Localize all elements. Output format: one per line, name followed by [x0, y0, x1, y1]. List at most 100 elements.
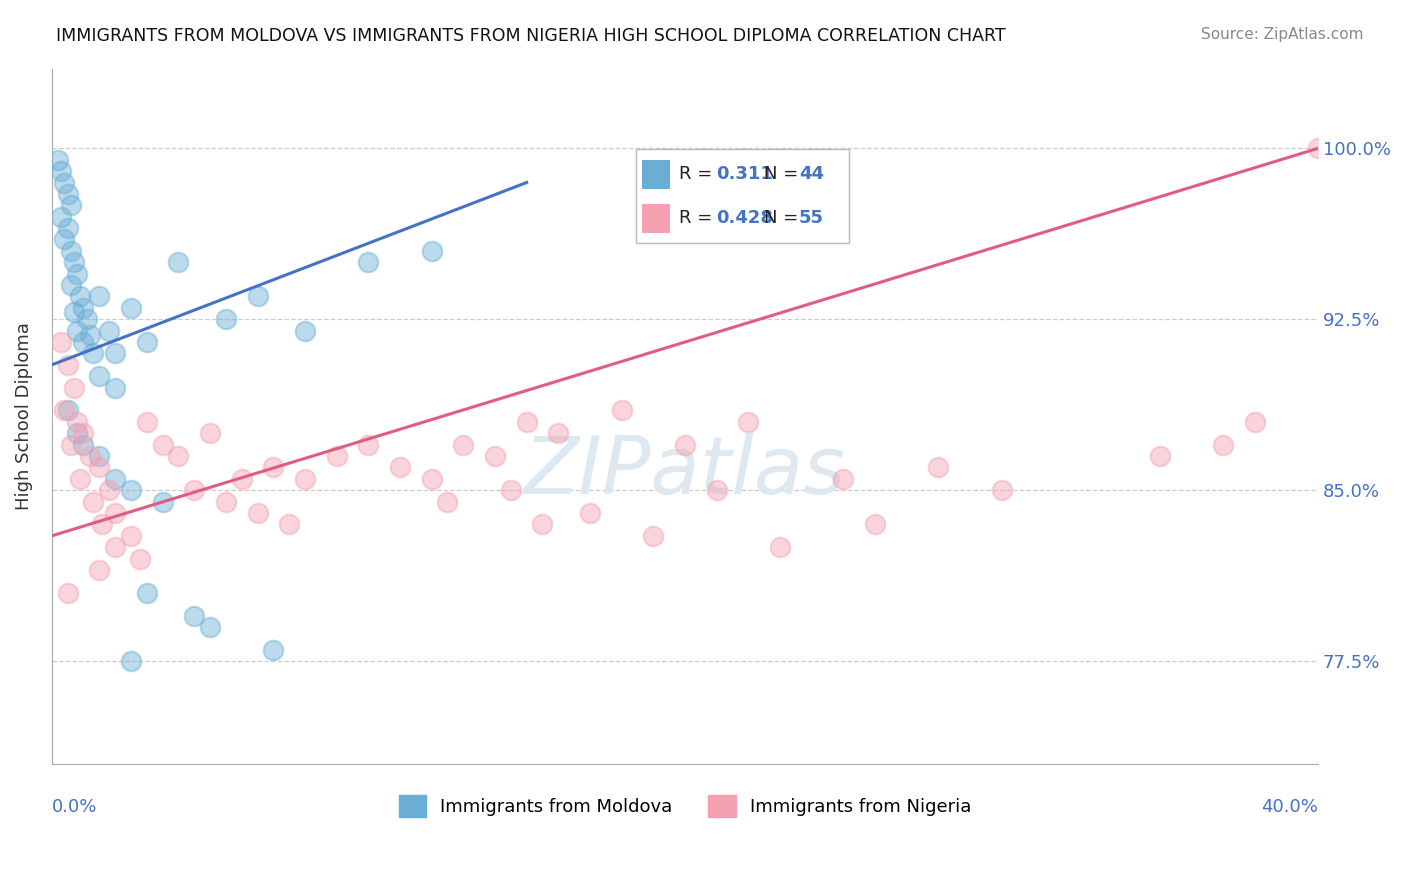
- Point: [706, 483, 728, 498]
- Point: [82, 346, 104, 360]
- Point: [72, 438, 94, 452]
- Point: [246, 289, 269, 303]
- Point: [89, 563, 111, 577]
- Point: [927, 460, 949, 475]
- Point: [436, 494, 458, 508]
- Point: [120, 483, 142, 498]
- Point: [294, 324, 316, 338]
- Text: 0.311: 0.311: [716, 165, 773, 183]
- Point: [66, 267, 89, 281]
- Point: [104, 346, 127, 360]
- Point: [832, 472, 855, 486]
- Point: [262, 643, 284, 657]
- Point: [183, 483, 205, 498]
- FancyBboxPatch shape: [636, 149, 849, 244]
- Point: [79, 449, 101, 463]
- Point: [547, 426, 569, 441]
- Point: [79, 328, 101, 343]
- Point: [135, 335, 157, 350]
- Text: 40.0%: 40.0%: [1261, 798, 1319, 816]
- Point: [53, 176, 76, 190]
- Point: [453, 438, 475, 452]
- Text: 55: 55: [799, 210, 824, 227]
- Point: [120, 529, 142, 543]
- Text: R =: R =: [679, 165, 718, 183]
- Point: [89, 369, 111, 384]
- Text: 0.428: 0.428: [716, 210, 773, 227]
- Point: [769, 541, 792, 555]
- Point: [53, 232, 76, 246]
- Point: [72, 301, 94, 315]
- Point: [198, 426, 221, 441]
- Point: [51, 210, 73, 224]
- Point: [357, 438, 380, 452]
- Point: [69, 472, 91, 486]
- Point: [262, 460, 284, 475]
- Point: [59, 244, 82, 258]
- Point: [294, 472, 316, 486]
- FancyBboxPatch shape: [643, 204, 671, 233]
- Point: [59, 278, 82, 293]
- Point: [51, 164, 73, 178]
- Point: [167, 255, 190, 269]
- Point: [63, 255, 86, 269]
- Point: [91, 517, 114, 532]
- Point: [56, 403, 79, 417]
- Point: [120, 301, 142, 315]
- Point: [66, 426, 89, 441]
- Point: [53, 403, 76, 417]
- Point: [278, 517, 301, 532]
- Point: [63, 381, 86, 395]
- Point: [246, 506, 269, 520]
- Point: [104, 506, 127, 520]
- Text: N =: N =: [765, 210, 804, 227]
- Text: ZIPatlas: ZIPatlas: [524, 433, 846, 511]
- Point: [51, 335, 73, 350]
- Point: [1243, 415, 1265, 429]
- Point: [990, 483, 1012, 498]
- Point: [76, 312, 98, 326]
- Point: [484, 449, 506, 463]
- Point: [59, 198, 82, 212]
- Point: [152, 438, 174, 452]
- Point: [56, 186, 79, 201]
- Point: [1308, 141, 1330, 155]
- Point: [120, 654, 142, 668]
- Point: [325, 449, 347, 463]
- Point: [420, 472, 443, 486]
- Point: [69, 289, 91, 303]
- Point: [737, 415, 759, 429]
- Point: [56, 586, 79, 600]
- Point: [66, 415, 89, 429]
- Point: [215, 312, 238, 326]
- Point: [643, 529, 665, 543]
- Point: [89, 289, 111, 303]
- Text: N =: N =: [765, 165, 804, 183]
- Point: [863, 517, 886, 532]
- Point: [610, 403, 633, 417]
- Point: [215, 494, 238, 508]
- Point: [357, 255, 380, 269]
- Point: [499, 483, 522, 498]
- Point: [516, 415, 538, 429]
- Y-axis label: High School Diploma: High School Diploma: [15, 322, 32, 510]
- Point: [82, 494, 104, 508]
- Point: [198, 620, 221, 634]
- Point: [129, 551, 152, 566]
- Point: [104, 472, 127, 486]
- Point: [420, 244, 443, 258]
- Point: [104, 541, 127, 555]
- Point: [56, 358, 79, 372]
- Point: [72, 335, 94, 350]
- Text: 0.0%: 0.0%: [52, 798, 97, 816]
- FancyBboxPatch shape: [643, 160, 671, 188]
- Point: [46, 153, 69, 167]
- Point: [135, 586, 157, 600]
- Point: [66, 324, 89, 338]
- Point: [183, 608, 205, 623]
- Point: [231, 472, 253, 486]
- Point: [1149, 449, 1171, 463]
- Point: [135, 415, 157, 429]
- Point: [97, 483, 120, 498]
- Text: IMMIGRANTS FROM MOLDOVA VS IMMIGRANTS FROM NIGERIA HIGH SCHOOL DIPLOMA CORRELATI: IMMIGRANTS FROM MOLDOVA VS IMMIGRANTS FR…: [56, 27, 1005, 45]
